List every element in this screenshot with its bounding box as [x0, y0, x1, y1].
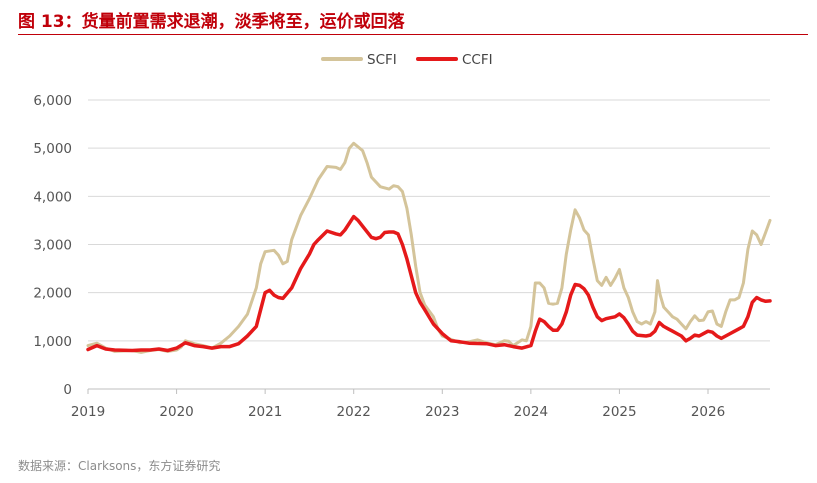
x-tick-label: 2024 [514, 404, 548, 420]
x-tick-label: 2023 [425, 404, 459, 420]
legend-label-ccfi: CCFI [462, 52, 493, 68]
x-tick-label: 2019 [71, 404, 105, 420]
x-tick-label: 2025 [602, 404, 636, 420]
y-tick-label: 4,000 [33, 189, 72, 205]
y-tick-label: 3,000 [33, 238, 72, 254]
chart-title: 图 13：货量前置需求退潮，淡季将至，运价或回落 [18, 12, 405, 32]
y-axis-ticks: 0 1,000 2,000 3,000 4,000 5,000 6,000 [33, 93, 72, 398]
y-tick-label: 1,000 [33, 334, 72, 350]
y-tick-label: 0 [63, 382, 72, 398]
series-lines [86, 141, 772, 354]
y-tick-label: 5,000 [33, 141, 72, 157]
x-tick-label: 2026 [691, 404, 725, 420]
source-note: 数据来源：Clarksons，东方证券研究 [18, 459, 221, 473]
x-tick-label: 2021 [248, 404, 282, 420]
legend-label-scfi: SCFI [367, 52, 397, 68]
x-tick-label: 2022 [337, 404, 371, 420]
y-tick-label: 6,000 [33, 93, 72, 109]
scfi-line [86, 141, 772, 354]
x-tick-label: 2020 [159, 404, 193, 420]
ccfi-line [86, 214, 772, 353]
title-rule [18, 34, 808, 35]
x-axis: 2019 2020 2021 2022 2023 2024 2025 2026 [71, 388, 770, 420]
gridlines [88, 99, 770, 342]
y-tick-label: 2,000 [33, 286, 72, 302]
legend: SCFI CCFI [321, 52, 493, 68]
